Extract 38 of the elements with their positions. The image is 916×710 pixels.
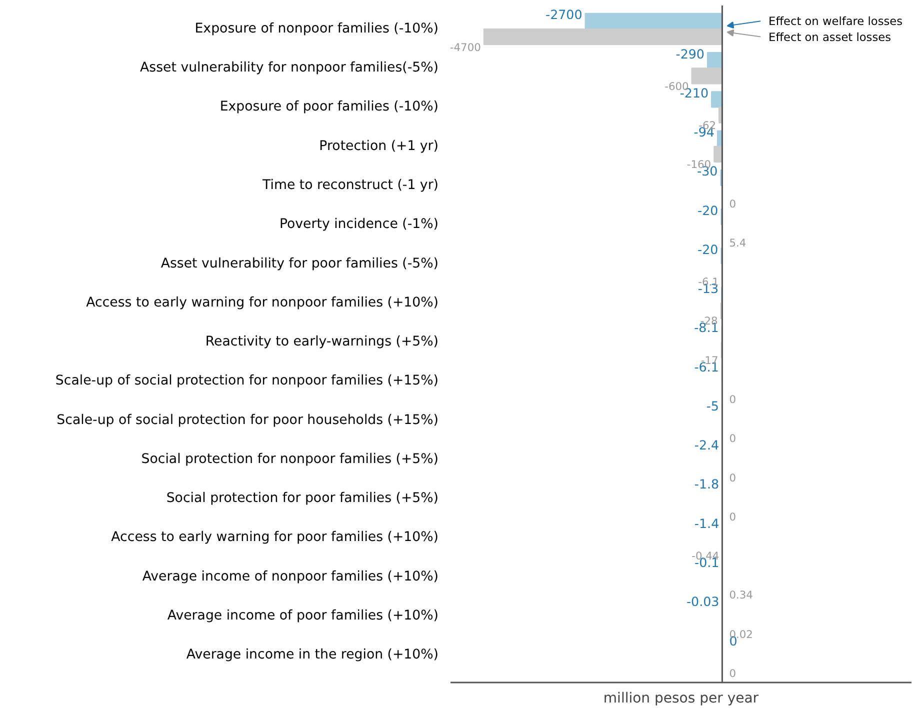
- data-label: 0: [729, 393, 736, 406]
- y-tick-label: Exposure of nonpoor families (-10%): [194, 21, 439, 36]
- y-tick-label: Asset vulnerability for poor families (-5%): [160, 256, 439, 272]
- data-label: -0.03: [686, 594, 720, 610]
- data-label: -1.8: [694, 476, 720, 492]
- data-label: 0: [729, 197, 736, 210]
- data-label: -1.4: [694, 516, 720, 531]
- data-label: -20: [698, 202, 718, 218]
- y-tick-label: Access to early warning for poor families (+10%): [111, 530, 439, 546]
- data-label: 0.34: [729, 588, 754, 602]
- y-tick-label: Exposure of poor families (-10%): [220, 100, 438, 115]
- x-axis-title: million pesos per year: [603, 690, 759, 706]
- text: Effect on welfare losses: [768, 14, 903, 28]
- y-tick-label: Asset vulnerability for nonpoor families(-5%): [140, 60, 439, 76]
- y-tick-label: Protection (+1 yr): [319, 138, 439, 154]
- y-tick-label: Social protection for poor families (+5%): [166, 491, 439, 506]
- data-label: 0: [729, 432, 736, 446]
- data-label: -290: [676, 46, 705, 62]
- data-label: 0: [729, 471, 736, 484]
- data-label: -5: [706, 398, 719, 414]
- y-tick-label: Scale-up of social protection for poor households (+15%): [56, 412, 439, 428]
- y-tick-label: Social protection for nonpoor families (+5%): [141, 452, 439, 467]
- y-tick-label: Average income of nonpoor families (+10%): [142, 569, 439, 584]
- y-tick-label: Reactivity to early-warnings (+5%): [205, 334, 439, 350]
- data-label: 0: [729, 510, 736, 524]
- text: Effect on asset losses: [768, 30, 892, 44]
- y-tick-label: Time to reconstruct (-1 yr): [262, 178, 438, 194]
- data-label: -20: [698, 242, 718, 257]
- y-tick-label: Poverty incidence (-1%): [279, 217, 439, 232]
- data-label: -4700: [450, 40, 482, 54]
- y-tick-label: Access to early warning for nonpoor families (+10%): [86, 295, 439, 310]
- data-label: 5.4: [729, 236, 746, 250]
- data-label: 0: [729, 666, 736, 680]
- y-tick-label: Average income of poor families (+10%): [167, 608, 439, 624]
- y-tick-label: Scale-up of social protection for nonpoor families (+15%): [55, 374, 439, 389]
- data-label: -2.4: [694, 438, 720, 453]
- y-tick-label: Average income in the region (+10%): [186, 648, 439, 663]
- data-label: -2700: [546, 7, 582, 22]
